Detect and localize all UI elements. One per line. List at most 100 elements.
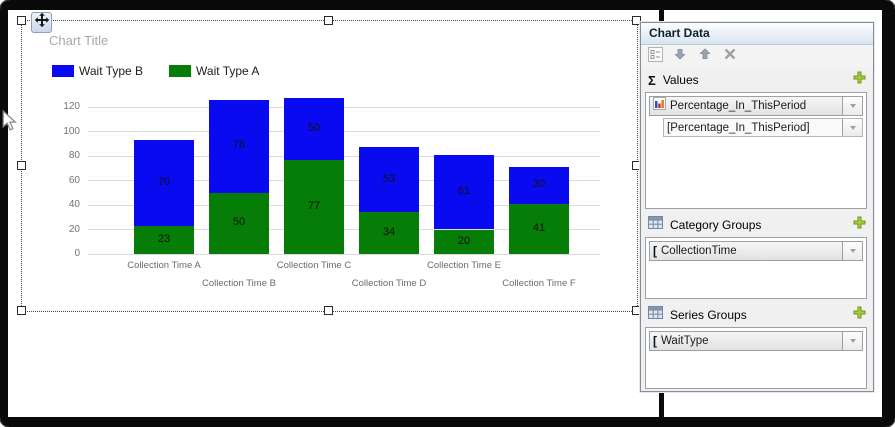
- plus-icon: [853, 71, 866, 89]
- data-label: 53: [382, 172, 396, 185]
- gridline: [88, 131, 600, 132]
- category-groups-listbox[interactable]: [ CollectionTime: [645, 237, 867, 299]
- category-group-dropdown-button[interactable]: [842, 242, 862, 260]
- y-axis-tick-label: 80: [68, 150, 80, 161]
- bar-segment-wait-type-a[interactable]: [434, 229, 494, 254]
- chart-title[interactable]: Chart Title: [49, 33, 109, 48]
- annotation-line-top: [659, 10, 664, 23]
- properties-button[interactable]: [647, 46, 663, 67]
- add-category-group-button[interactable]: [852, 216, 866, 234]
- gridline: [88, 180, 600, 181]
- series-group-dropdown-button[interactable]: [842, 332, 862, 350]
- arrow-down-icon: [673, 47, 687, 66]
- panel-toolbar: [641, 45, 873, 68]
- data-label: 50: [232, 216, 246, 229]
- values-listbox[interactable]: Percentage_In_ThisPeriod [Percentage_In_…: [645, 92, 867, 209]
- series-group-row[interactable]: [ WaitType: [649, 331, 863, 351]
- delete-button[interactable]: [722, 47, 738, 66]
- y-axis-tick-label: 0: [74, 248, 80, 259]
- data-label: 41: [532, 221, 546, 234]
- add-series-group-button[interactable]: [852, 306, 866, 322]
- chart-selection-border: [21, 20, 638, 312]
- data-label: 23: [157, 232, 171, 245]
- resize-handle-top-middle[interactable]: [324, 16, 333, 25]
- y-axis-tick-label: 40: [68, 199, 80, 210]
- bar-segment-wait-type-a[interactable]: [509, 203, 569, 254]
- legend-swatch-wait-type-b: [52, 65, 74, 77]
- chevron-down-icon: [849, 125, 856, 130]
- value-field-dropdown-button[interactable]: [842, 97, 862, 115]
- resize-handle-bottom-left[interactable]: [17, 306, 26, 315]
- legend-swatch-wait-type-a: [169, 65, 192, 77]
- bar-segment-wait-type-b[interactable]: [509, 167, 569, 204]
- gridline: [88, 106, 600, 108]
- gridline: [88, 155, 600, 157]
- category-group-row[interactable]: [ CollectionTime: [649, 241, 863, 261]
- category-group-name: CollectionTime: [661, 245, 737, 257]
- category-groups-section-header: Category Groups: [641, 213, 873, 237]
- value-expression-dropdown-button[interactable]: [842, 119, 862, 136]
- bar-segment-wait-type-a[interactable]: [359, 212, 419, 254]
- x-axis-category-label: Collection Time C: [276, 260, 352, 271]
- data-label: 70: [157, 175, 171, 188]
- x-axis-category-label: Collection Time B: [202, 278, 276, 289]
- bar-segment-wait-type-a[interactable]: [209, 192, 269, 254]
- table-icon: [648, 306, 663, 324]
- add-values-button[interactable]: [852, 71, 866, 89]
- bar-segment-wait-type-a[interactable]: [284, 159, 344, 254]
- category-groups-label: Category Groups: [670, 218, 762, 232]
- value-expression-text: [Percentage_In_ThisPeriod]: [667, 121, 810, 134]
- series-groups-section-header: Series Groups: [641, 303, 873, 327]
- bar-segment-wait-type-b[interactable]: [359, 147, 419, 213]
- x-axis-category-label: Collection Time A: [127, 260, 201, 271]
- y-axis-tick-label: 60: [68, 174, 80, 186]
- move-icon: [34, 12, 50, 33]
- value-field-name: Percentage_In_ThisPeriod: [670, 100, 807, 112]
- field-bracket-icon: [: [653, 244, 657, 258]
- x-axis-category-label: Collection Time D: [351, 278, 427, 289]
- x-axis-category-label: Collection Time F: [502, 278, 576, 289]
- legend-label: Wait Type B: [79, 64, 144, 78]
- bar-segment-wait-type-b[interactable]: [134, 140, 194, 226]
- resize-handle-top-left[interactable]: [17, 16, 26, 25]
- y-axis-tick-label: 100: [63, 125, 80, 137]
- plus-icon: [853, 216, 866, 234]
- annotation-line-bottom: [659, 390, 664, 417]
- gridline: [88, 229, 600, 230]
- legend-item[interactable]: Wait Type A: [169, 64, 259, 78]
- move-chart-button[interactable]: [31, 12, 52, 33]
- bar-segment-wait-type-a[interactable]: [134, 225, 194, 254]
- legend-item[interactable]: Wait Type B: [52, 64, 143, 78]
- data-label: 50: [307, 122, 321, 135]
- series-groups-label: Series Groups: [670, 308, 747, 322]
- field-bracket-icon: [: [653, 334, 657, 348]
- panel-title: Chart Data: [641, 23, 873, 45]
- chart-legend[interactable]: Wait Type B Wait Type A: [52, 64, 259, 78]
- values-section-header: Σ Values: [641, 68, 873, 92]
- data-label: 30: [532, 178, 546, 191]
- value-expression-row[interactable]: [Percentage_In_ThisPeriod]: [663, 118, 863, 137]
- legend-label: Wait Type A: [196, 64, 260, 78]
- sigma-icon: Σ: [648, 72, 656, 88]
- resize-handle-bottom-middle[interactable]: [324, 306, 333, 315]
- bar-segment-wait-type-b[interactable]: [434, 154, 494, 230]
- series-groups-listbox[interactable]: [ WaitType: [645, 327, 867, 389]
- chevron-down-icon: [849, 339, 856, 343]
- value-field-row[interactable]: Percentage_In_ThisPeriod: [649, 96, 863, 116]
- arrow-up-icon: [698, 47, 712, 66]
- chart-data-panel: Chart Data Σ Values Percentage_In_ThisPe…: [640, 22, 874, 392]
- move-down-button[interactable]: [672, 49, 688, 65]
- resize-handle-top-right[interactable]: [632, 16, 641, 25]
- mouse-cursor-icon: [2, 109, 17, 137]
- resize-handle-middle-left[interactable]: [17, 161, 26, 170]
- bar-segment-wait-type-b[interactable]: [209, 99, 269, 193]
- table-icon: [648, 216, 663, 234]
- chevron-down-icon: [849, 249, 856, 253]
- bar-segment-wait-type-b[interactable]: [284, 98, 344, 160]
- properties-icon: [647, 46, 663, 67]
- data-label: 77: [307, 199, 321, 212]
- values-section-label: Values: [662, 73, 699, 87]
- move-up-button[interactable]: [697, 47, 713, 66]
- delete-x-icon: [723, 47, 737, 66]
